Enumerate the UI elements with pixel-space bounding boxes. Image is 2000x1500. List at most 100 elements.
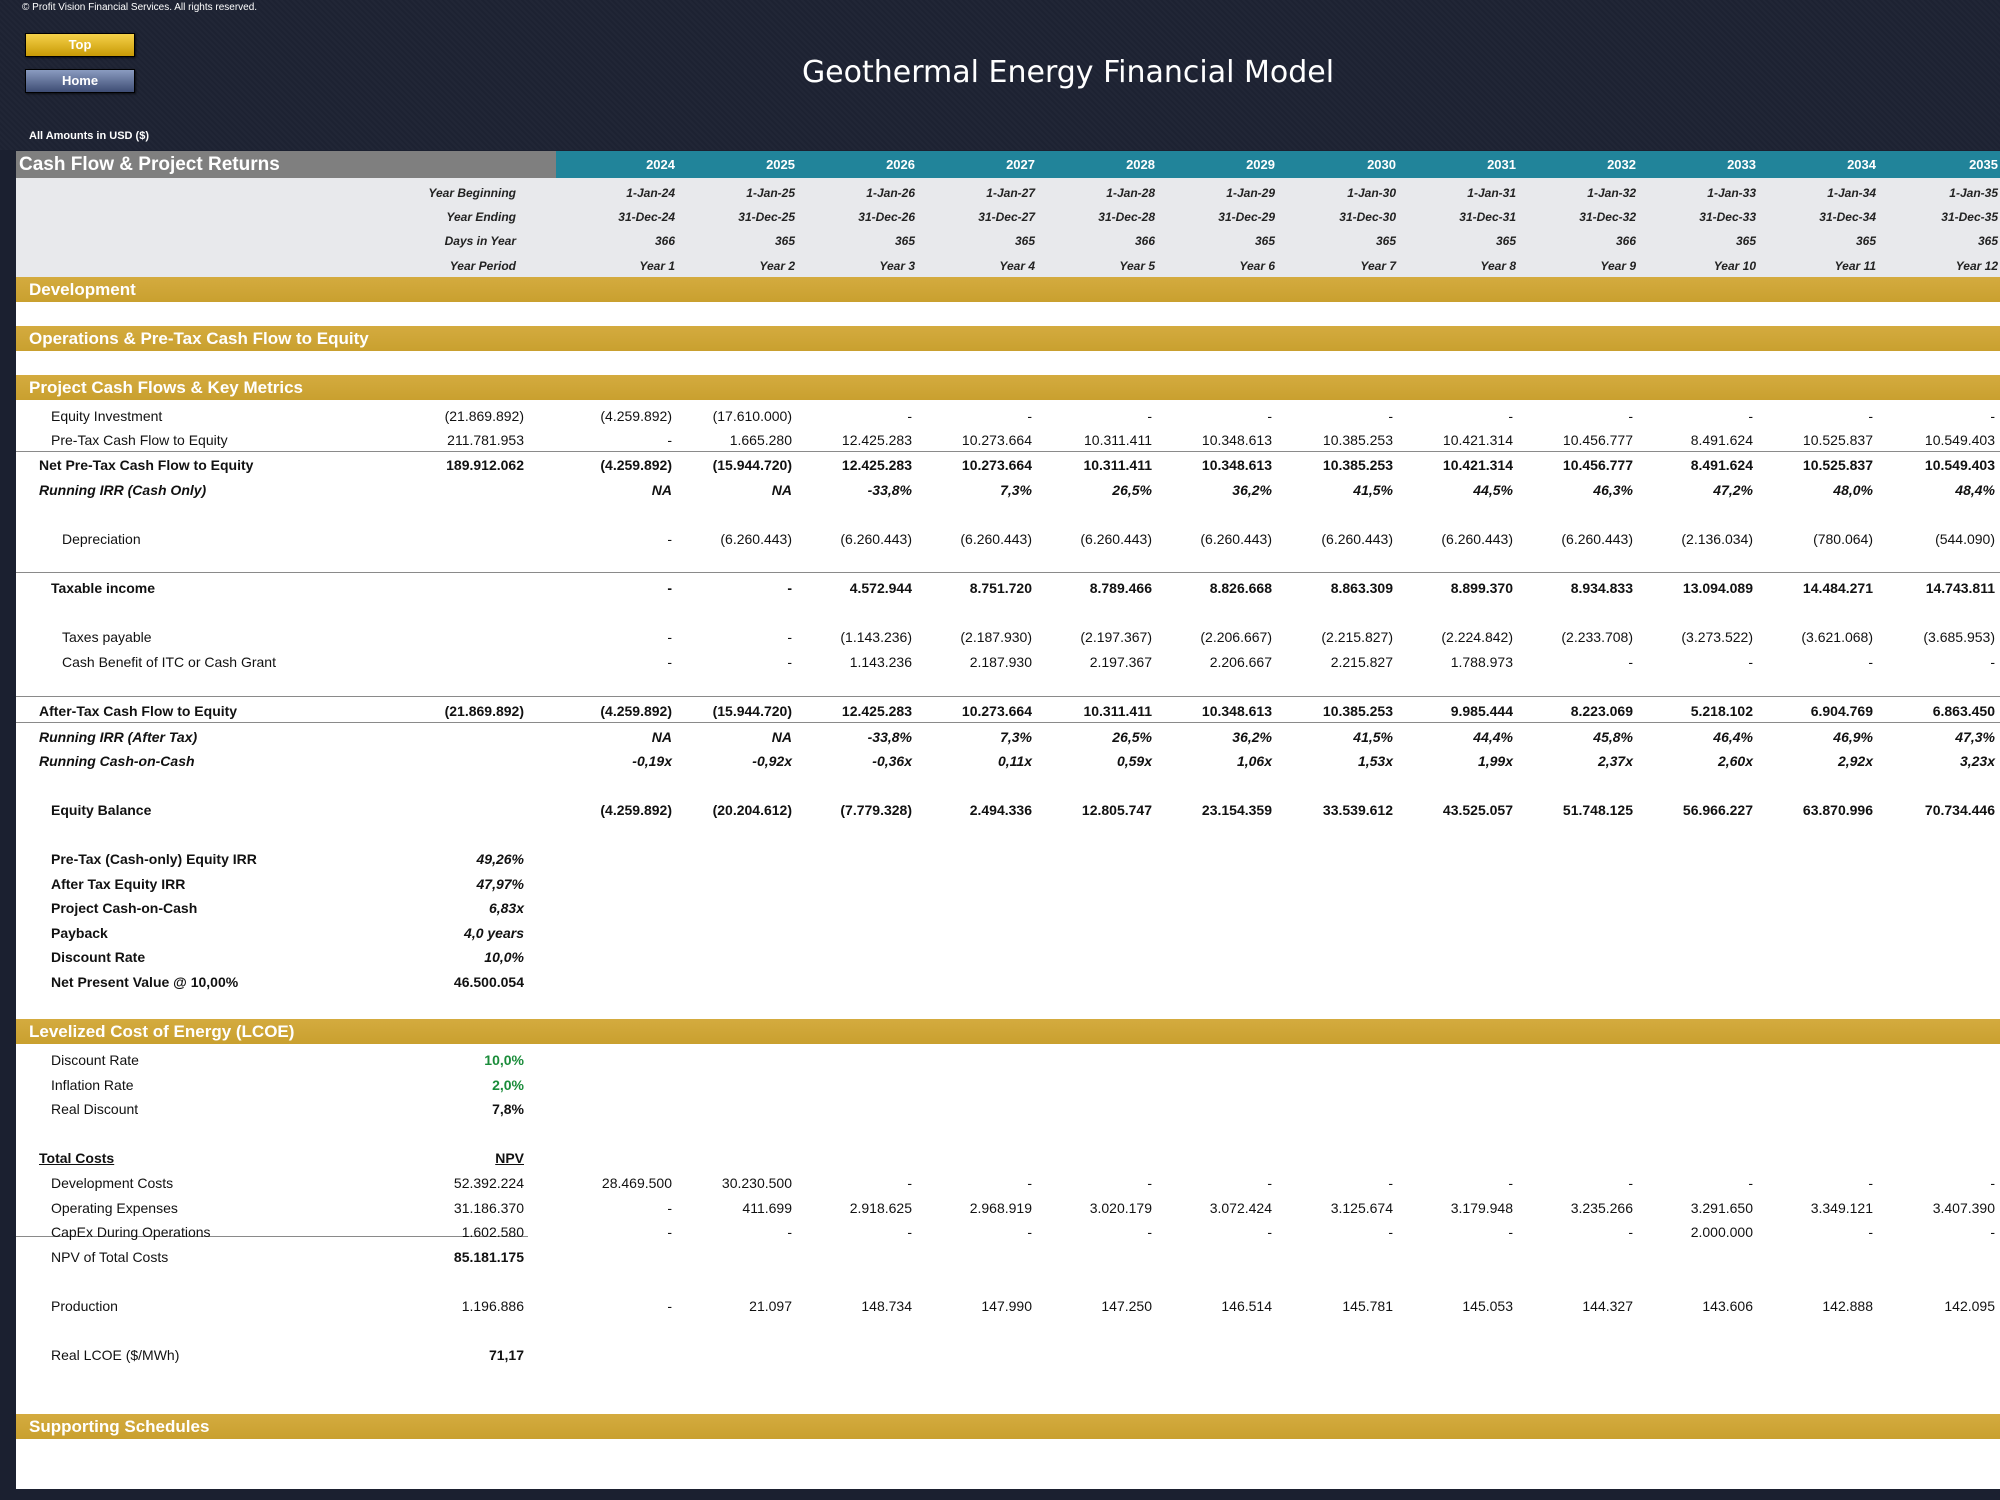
row-value: 47,3% [1955,729,1995,745]
row-value: (4.259.892) [600,703,672,719]
row-value: 3.407.390 [1932,1200,1995,1216]
row-value: 8.826.668 [1209,580,1272,596]
date-cell: 365 [1855,234,1876,248]
row-value: - [1027,1175,1032,1191]
row-value: 26,5% [1112,482,1152,498]
row-value: - [667,531,672,547]
row-total: 85.181.175 [453,1249,524,1265]
row-value: 2.000.000 [1690,1224,1753,1240]
top-button[interactable]: Top [25,33,135,57]
section-lcoe: Levelized Cost of Energy (LCOE) [16,1019,2000,1044]
row-value: (1.143.236) [840,629,912,645]
param-label: Discount Rate [51,1052,139,1068]
row-value: (6.260.443) [1080,531,1152,547]
section-project-cash-flows: Project Cash Flows & Key Metrics [16,375,2000,400]
row-value: 44,5% [1473,482,1513,498]
row-value: - [1508,408,1513,424]
data-row-production: Production 1.196.886 - 21.097 148.734 147.990… [16,1298,2000,1320]
metric-label: After Tax Equity IRR [51,875,186,892]
row-value: 144.327 [1582,1298,1633,1314]
date-cell: 365 [774,234,795,248]
data-row-operating-expenses: Operating Expenses 31.186.370 - 411.699 2.91… [16,1200,2000,1222]
row-value: 30.230.500 [721,1175,792,1191]
row-value: - [1868,1224,1873,1240]
row-value: - [1628,408,1633,424]
row-value: 10.549.403 [1924,457,1995,473]
metric-value: 46.500.054 [453,974,524,990]
row-value: (3.621.068) [1801,629,1873,645]
row-value: 8.751.720 [969,580,1032,596]
date-row-label: Year Period [449,259,516,273]
row-value: 1.665.280 [729,432,792,448]
year-header: 2026 [886,157,915,172]
row-separator [16,722,2000,723]
year-header: 2035 [1969,157,1998,172]
row-value: (544.090) [1935,531,1995,547]
row-value: - [907,1224,912,1240]
row-value: 7,3% [1000,482,1032,498]
row-total: 71,17 [488,1347,524,1363]
row-value: - [787,580,792,596]
metric-row: Project Cash-on-Cash 6,83x [16,900,2000,922]
row-value: (2.136.034) [1681,531,1753,547]
row-total: 1.196.886 [461,1298,524,1314]
date-header-block: Year Beginning 1-Jan-24 1-Jan-25 1-Jan-26 1-… [16,178,2000,277]
param-value: 2,0% [492,1077,524,1093]
row-value: 0,59x [1116,753,1152,769]
row-label: Running IRR (After Tax) [39,729,198,745]
row-value: (3.273.522) [1681,629,1753,645]
row-value: - [1388,1224,1393,1240]
row-total: 31.186.370 [453,1200,524,1216]
row-value: -33,8% [867,729,912,745]
row-total: (21.869.892) [444,703,524,719]
row-value: 10.273.664 [961,432,1032,448]
row-value: 12.425.283 [841,432,912,448]
row-separator [16,451,2000,452]
row-value: 8.789.466 [1089,580,1152,596]
row-value: 3.125.674 [1330,1200,1393,1216]
row-value: - [1990,1224,1995,1240]
row-value: 10.421.314 [1442,432,1513,448]
row-value: (7.779.328) [840,802,912,818]
row-value: 10.273.664 [961,703,1032,719]
date-cell: 31-Dec-28 [1098,210,1155,224]
row-value: - [1748,654,1753,670]
row-value: 10.525.837 [1802,432,1873,448]
lcoe-param-inflation-rate: Inflation Rate 2,0% [16,1077,2000,1099]
row-value: - [1027,1224,1032,1240]
real-lcoe-row: Real LCOE ($/MWh) 71,17 [16,1347,2000,1369]
row-label: Taxes payable [62,629,152,645]
row-value: - [1027,408,1032,424]
home-button[interactable]: Home [25,69,135,93]
row-value: 8.899.370 [1450,580,1513,596]
row-total: 211.781.953 [447,432,524,448]
row-value: 12.425.283 [841,703,912,719]
row-value: 10.549.403 [1924,432,1995,448]
row-value: 10.456.777 [1562,457,1633,473]
date-cell: 365 [1375,234,1396,248]
row-value: 2.215.827 [1330,654,1393,670]
row-value: 41,5% [1353,729,1393,745]
row-value: 8.863.309 [1330,580,1393,596]
date-cell: Year 5 [1119,259,1155,273]
date-row-label: Year Ending [446,210,516,224]
row-separator [16,696,2000,697]
row-value: (6.260.443) [1441,531,1513,547]
section-operations: Operations & Pre-Tax Cash Flow to Equity [16,326,2000,351]
row-value: 13.094.089 [1682,580,1753,596]
date-cell: 1-Jan-24 [626,186,675,200]
row-value: 2.968.919 [969,1200,1032,1216]
param-value: 7,8% [492,1101,524,1117]
row-value: (4.259.892) [600,457,672,473]
date-cell: 365 [1977,234,1998,248]
data-row-pretax-cf: Pre-Tax Cash Flow to Equity 211.781.953 - 1… [16,432,2000,454]
data-row-running-irr-cash: Running IRR (Cash Only) NA NA -33,8% 7,3% 26,… [16,482,2000,504]
row-value: 56.966.227 [1682,802,1753,818]
row-value: (6.260.443) [1200,531,1272,547]
row-value: (6.260.443) [960,531,1032,547]
spreadsheet: Cash Flow & Project Returns 2024 2025 2026… [16,151,2000,1489]
row-value: 36,2% [1232,482,1272,498]
row-label: Pre-Tax Cash Flow to Equity [51,432,228,448]
row-value: (2.233.708) [1561,629,1633,645]
metric-value: 47,97% [476,875,524,892]
